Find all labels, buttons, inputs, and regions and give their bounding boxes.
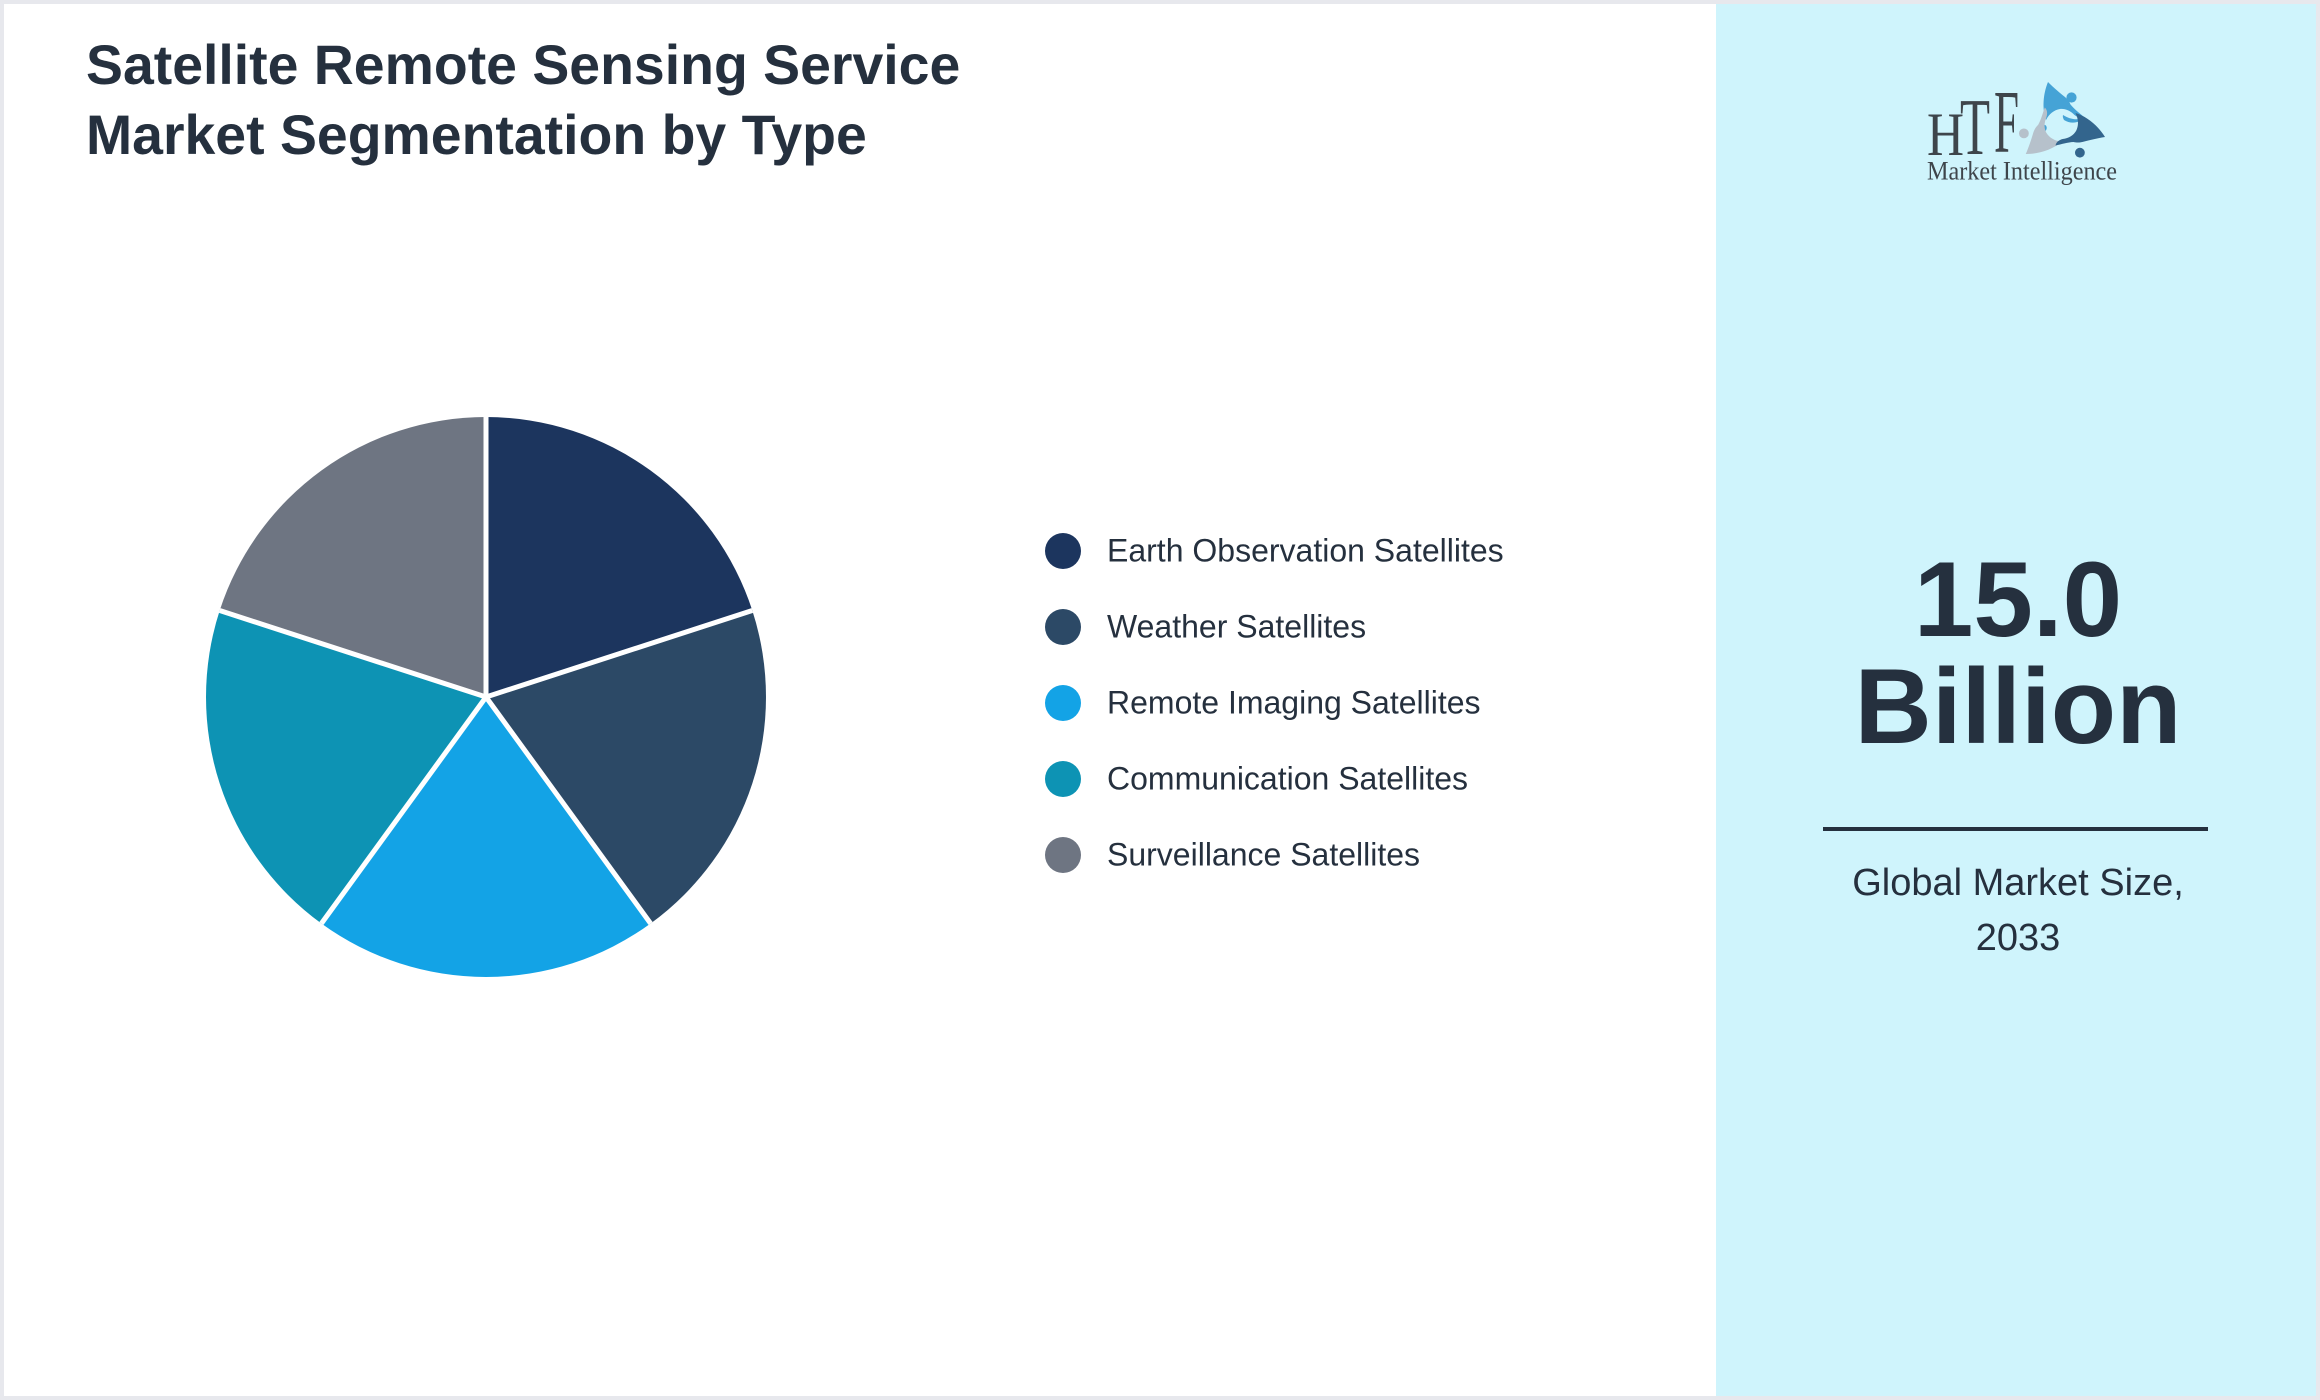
svg-text:H: H	[1927, 102, 1964, 169]
svg-text:F: F	[1994, 75, 2019, 172]
svg-text:T: T	[1960, 82, 1990, 172]
svg-text:Market Intelligence: Market Intelligence	[1927, 157, 2117, 186]
